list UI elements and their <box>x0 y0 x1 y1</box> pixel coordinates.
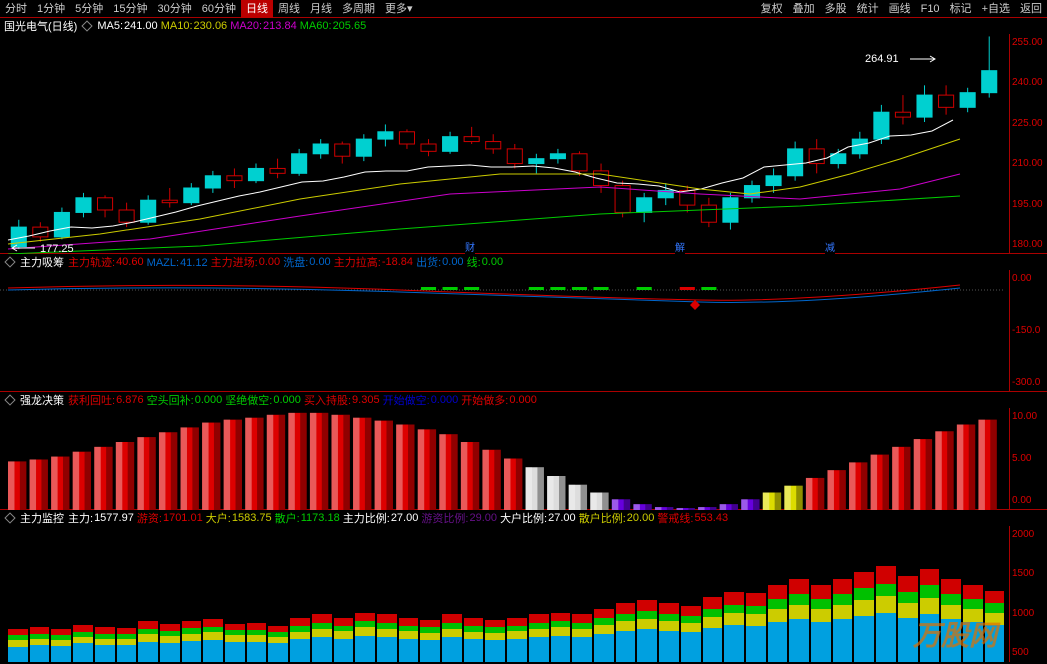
timeframe-button[interactable]: 周线 <box>273 0 305 18</box>
indicator-chip: 游资: 1701.01 <box>137 510 203 526</box>
main-chart-panel: 国光电气(日线) MA5: 241.00 MA10: 230.06 MA20: … <box>0 18 1047 254</box>
indicator-chip: 主力拉高: -18.84 <box>334 254 413 270</box>
indicator-chip: 主力进场: 0.00 <box>211 254 280 270</box>
panel3-title: 强龙决策 <box>20 392 64 408</box>
chart-marker: 财 <box>465 239 475 254</box>
indicator-chip: 坚绝做空: 0.000 <box>225 392 301 408</box>
indicator-chip: 开始做空: 0.000 <box>383 392 459 408</box>
panel2-header: 主力吸筹 主力轨迹: 40.60 MAZL: 41.12 主力进场: 0.00 … <box>0 254 1047 270</box>
toolbar-button[interactable]: 复权 <box>756 0 788 18</box>
timeframe-button[interactable]: 60分钟 <box>197 0 241 18</box>
toolbar-button[interactable]: 多股 <box>820 0 852 18</box>
indicator-chip: MA20: 213.84 <box>230 20 296 32</box>
panel-zhuli-jiankong: 主力监控 主力: 1577.97 游资: 1701.01 大户: 1583.75… <box>0 510 1047 662</box>
indicator-chip: 线: 0.00 <box>467 254 503 270</box>
svg-text:177.25: 177.25 <box>40 243 74 254</box>
indicator-chip: 主力轨迹: 40.60 <box>68 254 144 270</box>
indicator-chip: 主力: 1577.97 <box>68 510 134 526</box>
diamond-icon <box>4 394 15 405</box>
panel4-yaxis: 200015001000500 <box>1009 526 1047 662</box>
panel4-chart[interactable] <box>8 526 1005 662</box>
indicator-chip: 洗盘: 0.00 <box>283 254 330 270</box>
timeframe-button[interactable]: 30分钟 <box>153 0 197 18</box>
toolbar-button[interactable]: F10 <box>916 0 945 18</box>
indicator-chip: 开始做多: 0.000 <box>461 392 537 408</box>
chart-marker: 解 <box>675 239 685 254</box>
indicator-chip: 散户比例: 20.00 <box>579 510 655 526</box>
panel4-title: 主力监控 <box>20 510 64 526</box>
diamond-icon <box>4 256 15 267</box>
timeframe-button[interactable]: 分时 <box>0 0 32 18</box>
indicator-chip: MAZL: 41.12 <box>147 257 208 269</box>
panel2-yaxis: 0.00-150.0-300.0 <box>1009 270 1047 392</box>
main-chart-header: 国光电气(日线) MA5: 241.00 MA10: 230.06 MA20: … <box>0 18 1047 34</box>
candlestick-chart[interactable]: 264.91 177.25 <box>0 34 1005 254</box>
indicator-chip: 警戒线: 553.43 <box>657 510 728 526</box>
indicator-chip: 买入持股: 9.305 <box>304 392 380 408</box>
toolbar-button[interactable]: 叠加 <box>788 0 820 18</box>
indicator-chip: 主力比例: 27.00 <box>343 510 419 526</box>
panel3-header: 强龙决策 获利回吐: 6.876 空头回补: 0.000 坚绝做空: 0.000… <box>0 392 1047 408</box>
timeframe-button[interactable]: 5分钟 <box>70 0 108 18</box>
watermark-logo: 万股网 <box>913 614 997 654</box>
indicator-chip: 出货: 0.00 <box>416 254 463 270</box>
indicator-chip: 空头回补: 0.000 <box>147 392 223 408</box>
timeframe-button[interactable]: 1分钟 <box>32 0 70 18</box>
toolbar-button[interactable]: +自选 <box>977 0 1015 18</box>
panel-qianglong: 强龙决策 获利回吐: 6.876 空头回补: 0.000 坚绝做空: 0.000… <box>0 392 1047 510</box>
main-yaxis: 255.00240.00225.00210.00195.00180.00 <box>1009 34 1047 254</box>
stock-title: 国光电气(日线) <box>4 18 77 34</box>
indicator-chip: 大户: 1583.75 <box>206 510 272 526</box>
panel3-yaxis: 10.005.000.00 <box>1009 408 1047 510</box>
panel3-chart[interactable] <box>0 408 1005 510</box>
top-toolbar: 分时1分钟5分钟15分钟30分钟60分钟日线周线月线多周期更多▾ 复权叠加多股统… <box>0 0 1047 18</box>
timeframe-button[interactable]: 月线 <box>305 0 337 18</box>
svg-text:264.91: 264.91 <box>865 53 899 65</box>
indicator-chip: MA5: 241.00 <box>97 20 157 32</box>
diamond-icon <box>4 512 15 523</box>
timeframe-button[interactable]: 15分钟 <box>108 0 152 18</box>
panel-zhuli-xichou: 主力吸筹 主力轨迹: 40.60 MAZL: 41.12 主力进场: 0.00 … <box>0 254 1047 392</box>
toolbar-button[interactable]: 画线 <box>884 0 916 18</box>
indicator-chip: 散户: 1173.18 <box>275 510 340 526</box>
indicator-chip: 大户比例: 27.00 <box>500 510 576 526</box>
toolbar-button[interactable]: 标记 <box>945 0 977 18</box>
timeframe-button[interactable]: 更多▾ <box>380 0 418 18</box>
timeframe-button[interactable]: 多周期 <box>337 0 380 18</box>
panel2-chart[interactable] <box>0 270 1005 392</box>
indicator-chip: MA60: 205.65 <box>300 20 366 32</box>
toolbar-button[interactable]: 统计 <box>852 0 884 18</box>
indicator-chip: MA10: 230.06 <box>161 20 227 32</box>
toolbar-button[interactable]: 返回 <box>1015 0 1047 18</box>
panel2-title: 主力吸筹 <box>20 254 64 270</box>
indicator-chip: 获利回吐: 6.876 <box>68 392 144 408</box>
chart-marker: 减 <box>825 239 835 254</box>
panel4-header: 主力监控 主力: 1577.97 游资: 1701.01 大户: 1583.75… <box>0 510 1047 526</box>
indicator-chip: 游资比例: 29.00 <box>421 510 497 526</box>
timeframe-button[interactable]: 日线 <box>241 0 273 18</box>
diamond-icon <box>82 20 93 31</box>
